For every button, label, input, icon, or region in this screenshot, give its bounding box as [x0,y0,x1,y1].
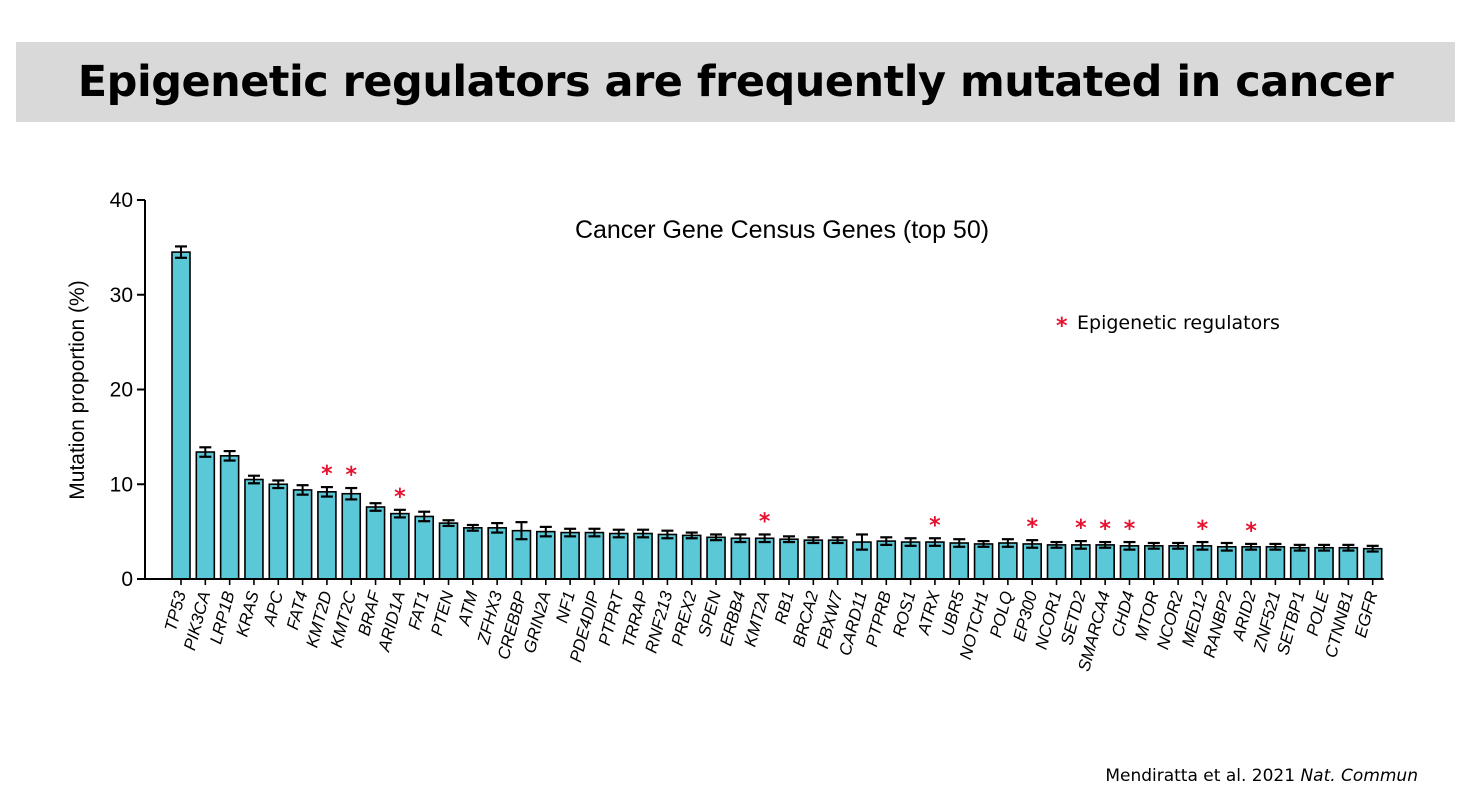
bar-ros1 [900,541,921,580]
bar-polq [998,542,1018,580]
title-banner: Epigenetic regulators are frequently mut… [16,42,1455,122]
bar-atm [463,527,483,580]
bar-ncor1 [1046,544,1067,580]
bar-pde4dip [584,531,605,580]
bar-znf521 [1265,545,1286,580]
bar-ubr5 [949,542,970,580]
bar-setd2 [1071,544,1091,580]
bar-prex2 [681,534,702,580]
epigenetic-marker-med12: * [1197,517,1209,542]
bar-pole [1314,546,1334,580]
bar-mtor [1144,545,1164,580]
epigenetic-marker-ep300: * [1026,515,1038,540]
bar-chart: TP53PIK3CALRP1BKRASAPCFAT4KMT2D*KMT2C*BR… [66,189,1384,673]
bar-fat1 [414,515,435,580]
bar-spen [706,536,726,580]
epigenetic-marker-chd4: * [1124,517,1136,542]
bar-egfr [1362,547,1383,580]
bar-tp53 [171,251,191,580]
epigenetic-marker-kmt2c: * [345,463,357,488]
y-tick-label-0: 0 [121,568,133,591]
bar-ctnnb1 [1338,546,1359,580]
bar-grin2a [535,530,556,580]
epigenetic-marker-kmt2a: * [759,509,771,534]
y-tick-label-30: 30 [110,284,133,307]
bar-rb1 [779,538,799,580]
bar-pten [438,522,459,580]
epigenetic-marker-kmt2d: * [321,462,333,487]
bar-kras [244,478,264,580]
bar-nf1 [560,531,580,580]
bar-arid2 [1241,545,1261,580]
bar-apc [268,483,289,580]
bar-trrap [633,532,653,580]
bar-kmt2d [317,491,337,580]
bar-fat4 [292,489,313,580]
bar-med12 [1192,545,1213,580]
bar-ptprt [608,532,629,580]
chart-title: Cancer Gene Census Genes (top 50) [575,216,989,244]
epigenetic-marker-setd2: * [1075,516,1087,541]
epigenetic-marker-arid2: * [1245,519,1257,544]
epigenetic-marker-smarca4: * [1099,517,1111,542]
bar-zfhx3 [487,527,507,580]
x-tick-label-nf1: NF1 [552,589,579,625]
bar-fbxw7 [827,539,848,580]
bar-notch1 [973,543,994,580]
bar-pik3ca [195,451,216,580]
legend-marker: * [1056,314,1068,339]
epigenetic-marker-atrx: * [929,513,941,538]
bar-ncor2 [1168,545,1188,580]
bar-arid1a [390,512,410,580]
bar-ptprb [876,540,897,580]
legend-label: Epigenetic regulators [1077,312,1280,334]
bar-setbp1 [1289,546,1310,580]
bar-ep300 [1022,543,1043,580]
bar-lrp1b [219,455,240,580]
bar-atrx [925,541,945,580]
y-tick-label-20: 20 [110,379,133,402]
bar-rnf213 [657,533,678,580]
citation-authors: Mendiratta et al. 2021 [1105,766,1296,786]
x-tick-label-rb1: RB1 [771,589,798,626]
bar-erbb4 [730,537,751,580]
y-tick-label-40: 40 [110,189,133,212]
y-tick-label-10: 10 [110,473,133,496]
bar-braf [365,506,386,580]
slide-title: Epigenetic regulators are frequently mut… [77,57,1394,107]
y-axis-label: Mutation proportion (%) [66,280,89,499]
bar-smarca4 [1095,544,1115,580]
citation: Mendiratta et al. 2021 Nat. Commun [1105,766,1418,786]
bar-kmt2a [754,537,775,580]
bar-kmt2c [341,492,362,580]
bar-chd4 [1119,545,1140,580]
epigenetic-marker-arid1a: * [394,485,406,510]
bar-brca2 [803,539,824,580]
citation-journal: Nat. Commun [1300,766,1418,786]
